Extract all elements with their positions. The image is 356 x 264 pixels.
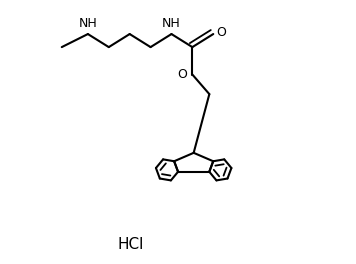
Text: O: O bbox=[217, 26, 226, 39]
Text: NH: NH bbox=[162, 17, 181, 30]
Text: NH: NH bbox=[79, 17, 97, 30]
Text: HCl: HCl bbox=[118, 237, 144, 252]
Text: O: O bbox=[178, 68, 187, 81]
